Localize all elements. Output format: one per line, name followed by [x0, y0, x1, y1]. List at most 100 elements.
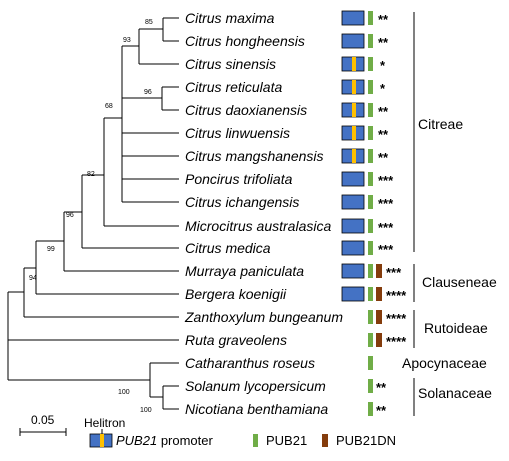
- significance-mark: **: [378, 150, 389, 165]
- promoter-box: [341, 218, 365, 234]
- significance-mark: **: [378, 12, 389, 27]
- significance-marks: ** ** * * ** ** ** *** *** *** *** *** *…: [376, 12, 407, 418]
- pub21-box: [368, 241, 373, 255]
- pub21-box: [368, 34, 373, 48]
- significance-mark: ***: [378, 196, 394, 211]
- group-label-rutoideae: Rutoideae: [424, 320, 488, 336]
- pub21dn-box: [376, 264, 382, 278]
- taxon-label: Catharanthus roseus: [185, 355, 315, 371]
- taxon-label: Citrus maxima: [185, 10, 275, 26]
- significance-mark: ****: [386, 334, 407, 349]
- scale-bar: 0.05: [19, 413, 67, 436]
- significance-mark: **: [376, 403, 387, 418]
- pub21-box: [368, 80, 373, 94]
- taxon-labels: Citrus maxima Citrus hongheensis Citrus …: [184, 10, 343, 417]
- taxon-label: Citrus mangshanensis: [185, 148, 324, 164]
- legend-pub21dn-swatch: [322, 434, 328, 447]
- pub21-box: [368, 172, 373, 186]
- pub21-box: [368, 264, 373, 278]
- bootstrap-label: 93: [123, 37, 131, 44]
- group-label-clauseneae: Clauseneae: [422, 274, 497, 290]
- legend: Helitron PUB21 promoter PUB21 PUB21DN: [84, 416, 396, 448]
- pub21dn-box: [376, 310, 382, 324]
- taxon-label: Zanthoxylum bungeanum: [184, 309, 343, 325]
- significance-mark: ***: [386, 265, 402, 280]
- bootstrap-label: 68: [105, 103, 113, 110]
- significance-mark: *: [380, 81, 386, 96]
- group-brackets: Citreae Clauseneae Rutoideae Apocynaceae…: [402, 12, 497, 416]
- legend-promoter-suffix: promoter: [157, 433, 213, 448]
- bootstrap-label: 82: [87, 171, 95, 178]
- taxon-label: Microcitrus australasica: [185, 218, 331, 234]
- legend-pub21-swatch: [253, 434, 258, 447]
- promoter-box: [341, 263, 365, 279]
- significance-mark: **: [378, 104, 389, 119]
- promoter-box: [341, 171, 365, 187]
- taxon-label: Solanum lycopersicum: [185, 378, 326, 394]
- tree-branches: [7, 17, 179, 410]
- significance-mark: ***: [378, 220, 394, 235]
- promoter-box: [341, 33, 365, 49]
- group-label-citreae: Citreae: [418, 116, 463, 132]
- bootstrap-label: 94: [29, 275, 37, 282]
- pub21-box: [368, 11, 373, 25]
- pub21-box: [368, 402, 373, 416]
- bootstrap-label: 100: [140, 407, 152, 414]
- legend-helitron-label: Helitron: [84, 416, 125, 430]
- gene-structure-glyphs: [341, 10, 382, 416]
- scale-bar-label: 0.05: [31, 413, 55, 427]
- helitron-insert: [352, 57, 356, 71]
- pub21-box: [368, 219, 373, 233]
- bootstrap-values: 85 93 96 68 82 96 99 94 100 100: [29, 19, 153, 414]
- taxon-label: Citrus sinensis: [185, 56, 276, 72]
- taxon-label: Poncirus trifoliata: [185, 171, 293, 187]
- taxon-label: Citrus ichangensis: [185, 194, 299, 210]
- pub21-box: [368, 379, 373, 393]
- significance-mark: ****: [386, 288, 407, 303]
- taxon-label: Ruta graveolens: [185, 332, 287, 348]
- taxon-label: Murraya paniculata: [185, 263, 304, 279]
- pub21-box: [368, 103, 373, 117]
- taxon-label: Citrus linwuensis: [185, 125, 290, 141]
- pub21-box: [368, 356, 373, 370]
- significance-mark: **: [378, 127, 389, 142]
- helitron-insert: [352, 149, 356, 163]
- helitron-insert: [352, 103, 356, 117]
- significance-mark: *: [380, 58, 386, 73]
- pub21-box: [368, 126, 373, 140]
- legend-promoter-label: PUB21 promoter: [116, 433, 214, 448]
- group-label-solanaceae: Solanaceae: [418, 385, 492, 401]
- taxon-label: Citrus daoxianensis: [185, 102, 307, 118]
- significance-mark: **: [378, 35, 389, 50]
- pub21-box: [368, 57, 373, 71]
- promoter-box: [341, 240, 365, 256]
- pub21-box: [368, 333, 373, 347]
- promoter-box: [341, 286, 365, 302]
- bootstrap-label: 96: [66, 212, 74, 219]
- taxon-label: Bergera koenigii: [185, 286, 287, 302]
- significance-mark: ****: [386, 311, 407, 326]
- taxon-label: Citrus reticulata: [185, 79, 282, 95]
- promoter-box: [341, 194, 365, 210]
- group-label-apocynaceae: Apocynaceae: [402, 355, 487, 371]
- helitron-insert: [352, 126, 356, 140]
- pub21-box: [368, 149, 373, 163]
- bootstrap-label: 100: [118, 389, 130, 396]
- pub21dn-box: [376, 333, 382, 347]
- significance-mark: **: [376, 380, 387, 395]
- legend-pub21dn-label: PUB21DN: [336, 433, 396, 448]
- taxon-label: Citrus hongheensis: [185, 33, 305, 49]
- pub21-box: [368, 310, 373, 324]
- pub21-box: [368, 287, 373, 301]
- bootstrap-label: 85: [145, 19, 153, 26]
- taxon-label: Citrus medica: [185, 240, 271, 256]
- legend-helitron-swatch: [100, 434, 104, 447]
- legend-pub21-label: PUB21: [266, 433, 307, 448]
- legend-promoter-gene: PUB21: [116, 433, 157, 448]
- promoter-box: [341, 10, 365, 26]
- significance-mark: ***: [378, 173, 394, 188]
- bootstrap-label: 99: [47, 246, 55, 253]
- taxon-label: Nicotiana benthamiana: [185, 401, 328, 417]
- helitron-insert: [352, 80, 356, 94]
